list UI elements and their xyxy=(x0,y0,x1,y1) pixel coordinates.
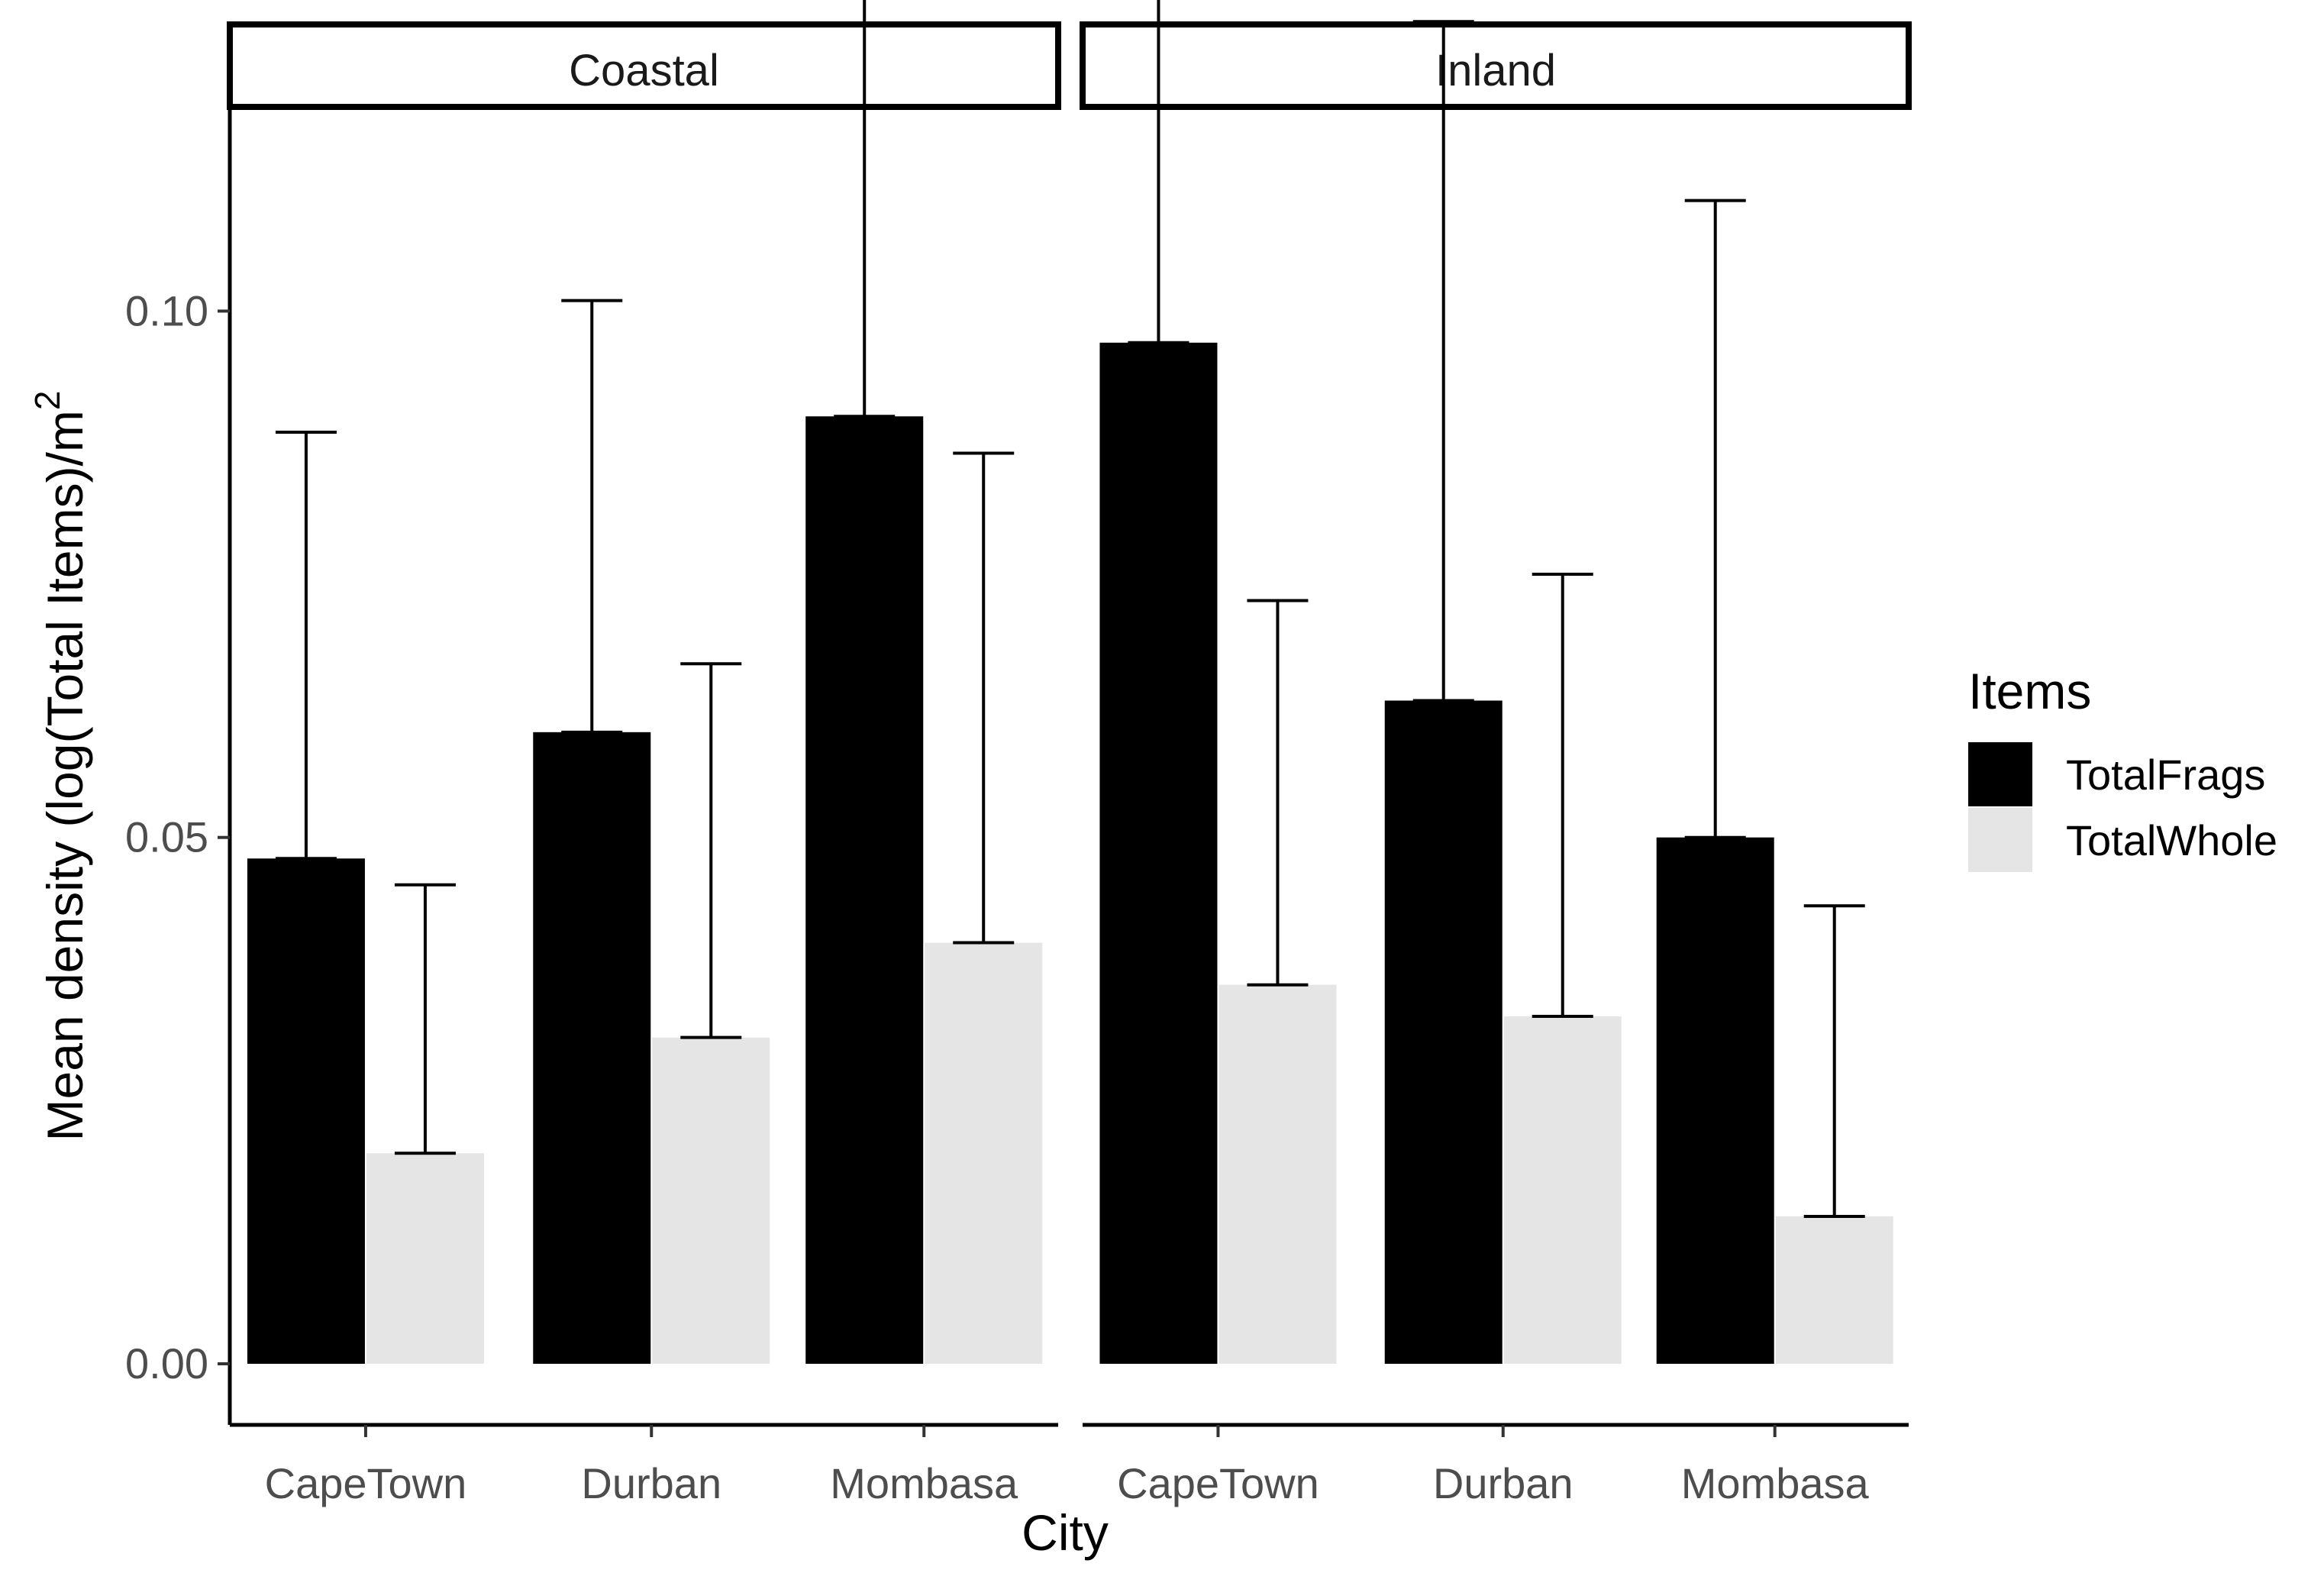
x-tick-label: CapeTown xyxy=(265,1459,467,1507)
bar-inland-durban-totalwhole xyxy=(1503,1016,1622,1364)
error-bar-coastal-capetown-totalfrags xyxy=(275,430,337,861)
y-tick-label: 0.05 xyxy=(125,813,208,861)
error-bar-coastal-durban-totalfrags xyxy=(561,299,623,734)
facet-strip xyxy=(1080,21,1912,110)
legend-key-totalwhole xyxy=(1968,808,2032,872)
bar-inland-mombasa-totalwhole xyxy=(1775,1216,1893,1364)
bars-group xyxy=(247,416,1043,1364)
legend-label-totalwhole: TotalWhole xyxy=(2066,816,2277,864)
y-axis-layer: 0.000.050.100.15 xyxy=(125,286,230,1387)
facet-layer: Coastal CapeTown Durban Mombasa Inland CapeTo… xyxy=(227,0,1912,1507)
error-bar-inland-capetown-totalwhole xyxy=(1247,599,1309,987)
error-bar-coastal-capetown-totalwhole xyxy=(394,883,456,1155)
x-tick-label: Durban xyxy=(581,1459,721,1507)
x-tick-label: CapeTown xyxy=(1117,1459,1319,1507)
error-bars-group xyxy=(275,0,1015,1155)
error-bars-group xyxy=(1128,0,1865,1218)
facet-strip xyxy=(227,21,1061,110)
facet-strip-label: Inland xyxy=(1435,46,1556,95)
bar-inland-durban-totalfrags xyxy=(1384,700,1503,1364)
facet-panel-coastal: Coastal CapeTown Durban Mombasa xyxy=(227,0,1061,1507)
bar-coastal-durban-totalwhole xyxy=(652,1037,770,1364)
bar-coastal-capetown-totalfrags xyxy=(247,858,365,1364)
error-bar-inland-durban-totalwhole xyxy=(1532,573,1593,1019)
error-bar-inland-capetown-totalfrags xyxy=(1128,0,1189,344)
legend-title: Items xyxy=(1968,663,2091,719)
error-bar-inland-mombasa-totalfrags xyxy=(1684,199,1746,839)
y-axis-title-main: Mean density (log(Total Items)/m xyxy=(37,410,93,1141)
y-tick-label: 0.10 xyxy=(125,286,208,334)
bar-coastal-mombasa-totalwhole xyxy=(925,942,1043,1364)
error-bar-coastal-mombasa-totalfrags xyxy=(834,0,896,418)
legend-label-totalfrags: TotalFrags xyxy=(2066,751,2265,799)
y-axis-title-superscript: 2 xyxy=(27,391,67,411)
error-bar-inland-durban-totalfrags xyxy=(1412,20,1474,703)
legend-key-totalfrags xyxy=(1968,742,2032,806)
error-bar-coastal-mombasa-totalwhole xyxy=(953,451,1015,945)
error-bar-inland-mombasa-totalwhole xyxy=(1803,904,1865,1218)
x-tick-label: Mombasa xyxy=(1681,1459,1870,1507)
bars-group xyxy=(1099,342,1893,1364)
bar-coastal-durban-totalfrags xyxy=(533,732,651,1364)
bar-inland-capetown-totalfrags xyxy=(1099,342,1218,1364)
bar-coastal-mombasa-totalfrags xyxy=(805,416,924,1364)
bar-coastal-capetown-totalwhole xyxy=(366,1153,484,1364)
facet-panel-inland: Inland CapeTown Durban Mombasa xyxy=(1080,0,1912,1507)
y-axis-title: Mean density (log(Total Items)/m2 xyxy=(27,391,93,1142)
y-tick-label: 0.00 xyxy=(125,1339,208,1387)
x-axis-title: City xyxy=(1022,1504,1109,1561)
x-tick-label: Mombasa xyxy=(830,1459,1018,1507)
bar-inland-mombasa-totalfrags xyxy=(1656,837,1774,1364)
x-tick-label: Durban xyxy=(1433,1459,1574,1507)
legend: Items TotalFrags TotalWhole xyxy=(1968,663,2277,872)
error-bar-coastal-durban-totalwhole xyxy=(680,662,742,1039)
facet-strip-label: Coastal xyxy=(569,46,719,95)
bar-inland-capetown-totalwhole xyxy=(1218,984,1337,1364)
